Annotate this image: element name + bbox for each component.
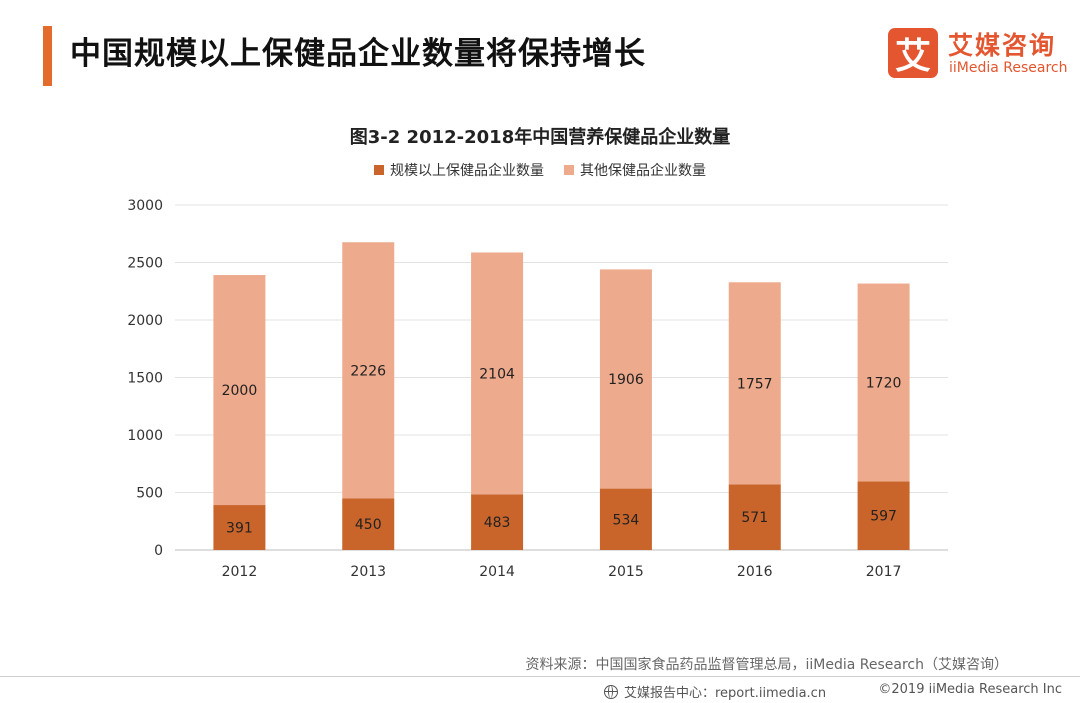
y-tick-label: 0 — [154, 543, 163, 559]
legend-item-series-1: 其他保健品企业数量 — [564, 160, 706, 180]
data-label: 597 — [870, 509, 897, 525]
bar-2017-series-0 — [857, 481, 910, 550]
globe-icon — [604, 684, 618, 699]
logo-name-en: iiMedia Research — [949, 60, 1068, 76]
bar-2013-series-1 — [342, 242, 395, 499]
source-note: 资料来源：中国国家食品药品监督管理总局，iiMedia Research（艾媒咨… — [525, 657, 1009, 673]
legend-label-series-0: 规模以上保健品企业数量 — [390, 163, 544, 179]
data-label: 534 — [613, 512, 640, 528]
x-tick-label: 2015 — [608, 564, 644, 580]
footer-report-link[interactable]: 艾媒报告中心：report.iimedia.cn — [624, 686, 827, 701]
y-tick-label: 2000 — [127, 313, 163, 329]
footer: 艾媒报告中心：report.iimedia.cn ©2019 iiMedia R… — [0, 681, 1080, 703]
bar-2017-series-1 — [857, 283, 910, 482]
y-tick-label: 2500 — [127, 256, 163, 272]
y-tick-label: 1000 — [127, 428, 163, 444]
legend-item-series-0: 规模以上保健品企业数量 — [374, 160, 544, 180]
data-label: 2226 — [350, 363, 386, 379]
bar-2016-series-1 — [728, 282, 781, 485]
title-accent-bar — [43, 26, 52, 86]
footer-report-center[interactable]: 艾媒报告中心：report.iimedia.cn — [604, 682, 826, 701]
footer-copyright: ©2019 iiMedia Research Inc — [878, 682, 1062, 697]
x-tick-label: 2013 — [350, 564, 386, 580]
bar-2012-series-0 — [213, 505, 266, 550]
brand-logo[interactable]: 艾 艾媒咨询 iiMedia Research — [888, 28, 1068, 84]
data-label: 483 — [484, 515, 511, 531]
bar-2013-series-0 — [342, 498, 395, 550]
data-label: 450 — [355, 517, 382, 533]
data-label: 1906 — [608, 372, 644, 388]
data-label: 2104 — [479, 366, 515, 382]
bar-2015-series-0 — [599, 488, 652, 550]
data-label: 1757 — [737, 376, 773, 392]
bar-2014-series-0 — [471, 494, 524, 550]
x-tick-label: 2017 — [866, 564, 902, 580]
y-tick-label: 1500 — [127, 371, 163, 387]
bar-2015-series-1 — [599, 269, 652, 489]
footer-divider — [0, 676, 1080, 677]
bar-2016-series-0 — [728, 484, 781, 550]
data-label: 2000 — [222, 383, 258, 399]
bar-2012-series-1 — [213, 275, 266, 506]
x-tick-label: 2016 — [737, 564, 773, 580]
bar-2014-series-1 — [471, 252, 524, 495]
y-tick-label: 500 — [136, 486, 163, 502]
y-tick-label: 3000 — [127, 198, 163, 214]
page-title: 中国规模以上保健品企业数量将保持增长 — [70, 36, 646, 72]
x-tick-label: 2014 — [479, 564, 515, 580]
x-tick-label: 2012 — [222, 564, 258, 580]
data-label: 1720 — [866, 375, 902, 391]
chart-legend: 规模以上保健品企业数量 其他保健品企业数量 — [0, 160, 1080, 180]
logo-mark: 艾 — [888, 28, 938, 78]
data-label: 571 — [741, 510, 768, 526]
legend-label-series-1: 其他保健品企业数量 — [580, 163, 706, 179]
legend-swatch-series-0 — [374, 165, 384, 175]
data-label: 391 — [226, 521, 253, 537]
legend-swatch-series-1 — [564, 165, 574, 175]
logo-name-cn: 艾媒咨询 — [948, 31, 1057, 60]
chart-title: 图3-2 2012-2018年中国营养保健品企业数量 — [349, 127, 731, 148]
